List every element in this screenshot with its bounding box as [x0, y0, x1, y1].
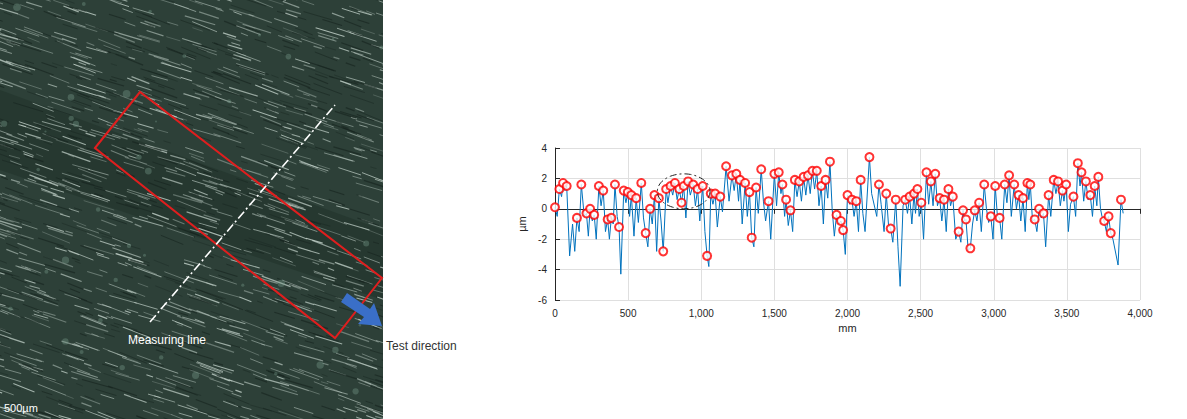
svg-text:1,000: 1,000: [689, 308, 714, 319]
svg-text:500µm: 500µm: [4, 402, 38, 414]
svg-text:µm: µm: [516, 216, 528, 232]
svg-text:-2: -2: [538, 234, 547, 245]
svg-text:2,500: 2,500: [908, 308, 933, 319]
svg-text:2,000: 2,000: [835, 308, 860, 319]
svg-text:-6: -6: [538, 295, 547, 306]
svg-text:mm: mm: [838, 322, 856, 334]
svg-text:0: 0: [552, 308, 558, 319]
svg-text:1,500: 1,500: [762, 308, 787, 319]
svg-text:3,000: 3,000: [981, 308, 1006, 319]
svg-text:0: 0: [541, 203, 547, 214]
svg-text:500: 500: [620, 308, 637, 319]
svg-text:2: 2: [541, 173, 547, 184]
svg-text:Test direction: Test direction: [386, 339, 457, 353]
svg-text:3,500: 3,500: [1054, 308, 1079, 319]
svg-text:Measuring line: Measuring line: [128, 333, 206, 347]
svg-text:4: 4: [541, 143, 547, 154]
svg-text:4,000: 4,000: [1127, 308, 1152, 319]
svg-text:-4: -4: [538, 264, 547, 275]
